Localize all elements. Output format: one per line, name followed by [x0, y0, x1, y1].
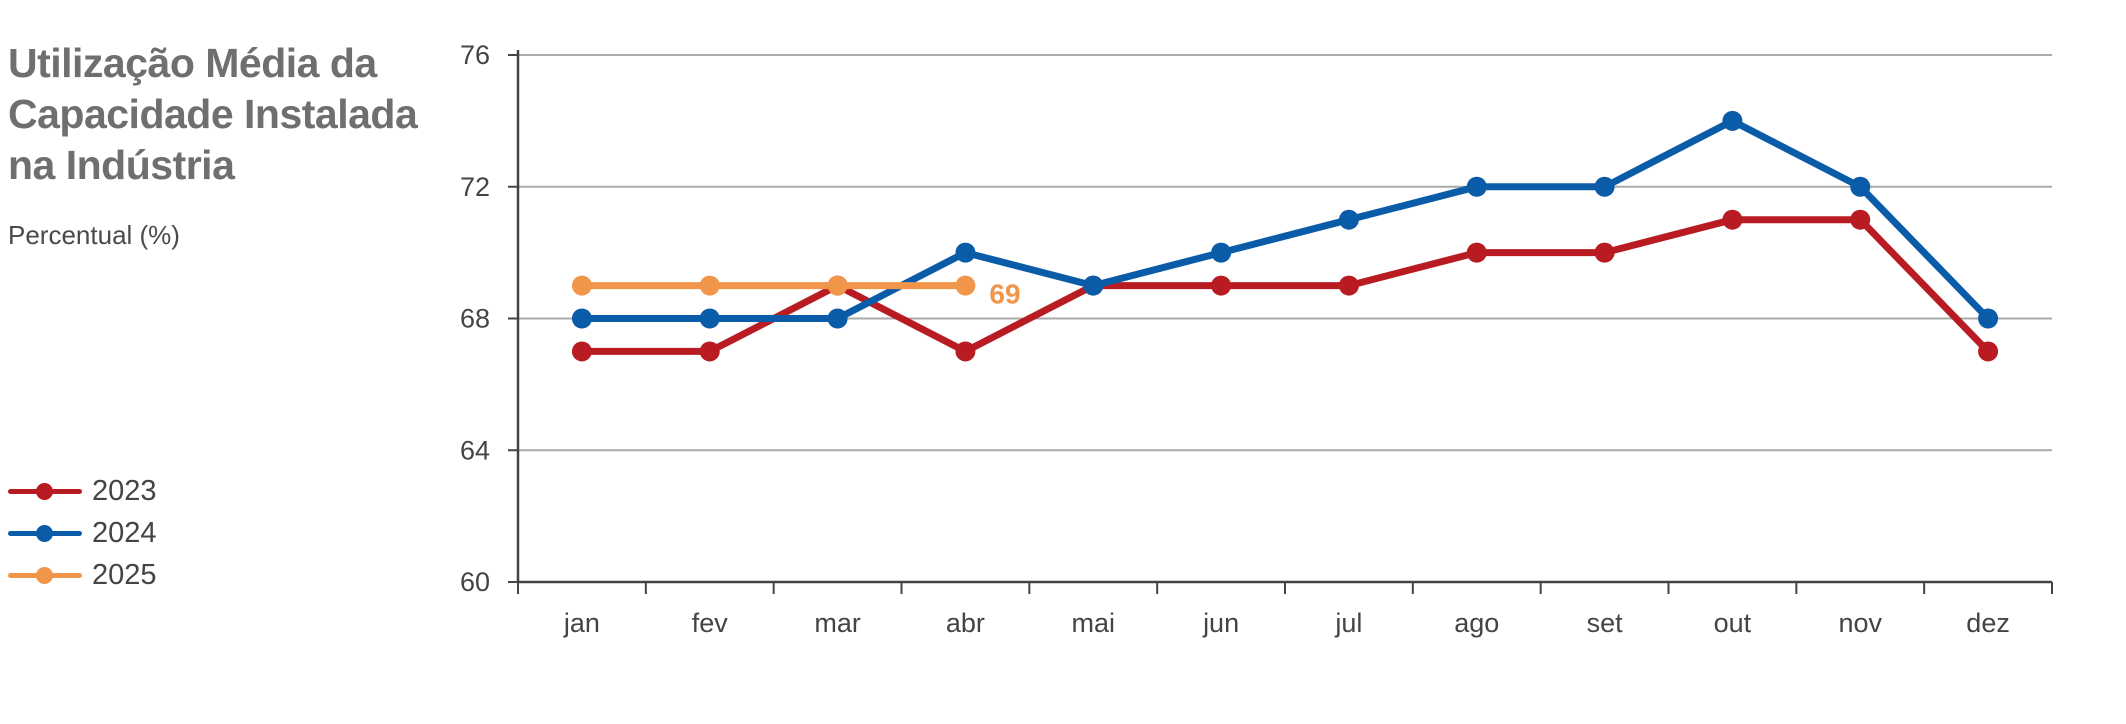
point-2023-fev: [699, 341, 720, 362]
point-2024-nov: [1850, 176, 1871, 197]
point-2024-dez: [1978, 308, 1999, 329]
legend-dot-2025: [36, 567, 53, 584]
point-2024-abr: [955, 242, 976, 263]
point-2023-nov: [1850, 209, 1871, 230]
point-2023-dez: [1978, 341, 1999, 362]
data-label-2025-abr: 69: [989, 279, 1020, 310]
legend-label-2025: 2025: [92, 558, 157, 591]
point-2025-fev: [699, 275, 720, 296]
point-2024-jun: [1211, 242, 1232, 263]
x-tick-label-jun: jun: [1202, 608, 1239, 638]
x-tick-label-set: set: [1587, 608, 1624, 638]
x-tick-label-dez: dez: [1966, 608, 2010, 638]
y-tick-label-64: 64: [460, 435, 490, 465]
x-tick-label-jan: jan: [563, 608, 600, 638]
legend-swatch-2023: [8, 476, 82, 506]
chart-subtitle: Percentual (%): [8, 220, 180, 250]
legend-dot-2024: [36, 525, 53, 542]
point-2023-jan: [571, 341, 592, 362]
x-tick-label-mai: mai: [1071, 608, 1115, 638]
point-2024-jul: [1338, 209, 1359, 230]
point-2024-out: [1722, 110, 1743, 131]
legend: 2023 2024 2025: [8, 470, 157, 596]
series-line-2023: [578, 216, 1992, 355]
point-2023-abr: [955, 341, 976, 362]
x-tick-label-mar: mar: [814, 608, 861, 638]
y-tick-label-76: 76: [460, 40, 490, 70]
y-tick-label-68: 68: [460, 304, 490, 334]
point-2023-set: [1594, 242, 1615, 263]
point-2023-jun: [1211, 275, 1232, 296]
point-2024-set: [1594, 176, 1615, 197]
point-2024-fev: [699, 308, 720, 329]
legend-swatch-2025: [8, 560, 82, 590]
point-2025-abr: [955, 275, 976, 296]
point-2025-mar: [827, 275, 848, 296]
y-tick-label-72: 72: [460, 172, 490, 202]
point-2024-mai: [1083, 275, 1104, 296]
legend-dot-2023: [36, 483, 53, 500]
point-2024-mar: [827, 308, 848, 329]
point-2023-out: [1722, 209, 1743, 230]
legend-item-2023[interactable]: 2023: [8, 470, 157, 512]
x-tick-label-fev: fev: [692, 608, 729, 638]
x-tick-label-out: out: [1714, 608, 1752, 638]
y-tick-label-60: 60: [460, 567, 490, 597]
x-tick-label-nov: nov: [1838, 608, 1882, 638]
point-2024-jan: [571, 308, 592, 329]
point-2025-jan: [571, 275, 592, 296]
legend-item-2024[interactable]: 2024: [8, 512, 157, 554]
legend-label-2024: 2024: [92, 516, 157, 549]
legend-swatch-2024: [8, 518, 82, 548]
x-tick-label-ago: ago: [1454, 608, 1499, 638]
x-tick-label-jul: jul: [1334, 608, 1362, 638]
legend-item-2025[interactable]: 2025: [8, 554, 157, 596]
chart-title: Utilização Média da Capacidade Instalada…: [8, 40, 418, 188]
point-2023-ago: [1466, 242, 1487, 263]
point-2023-jul: [1338, 275, 1359, 296]
point-2024-ago: [1466, 176, 1487, 197]
legend-label-2023: 2023: [92, 474, 157, 507]
series-line-2024: [578, 117, 1992, 322]
x-tick-label-abr: abr: [946, 608, 985, 638]
